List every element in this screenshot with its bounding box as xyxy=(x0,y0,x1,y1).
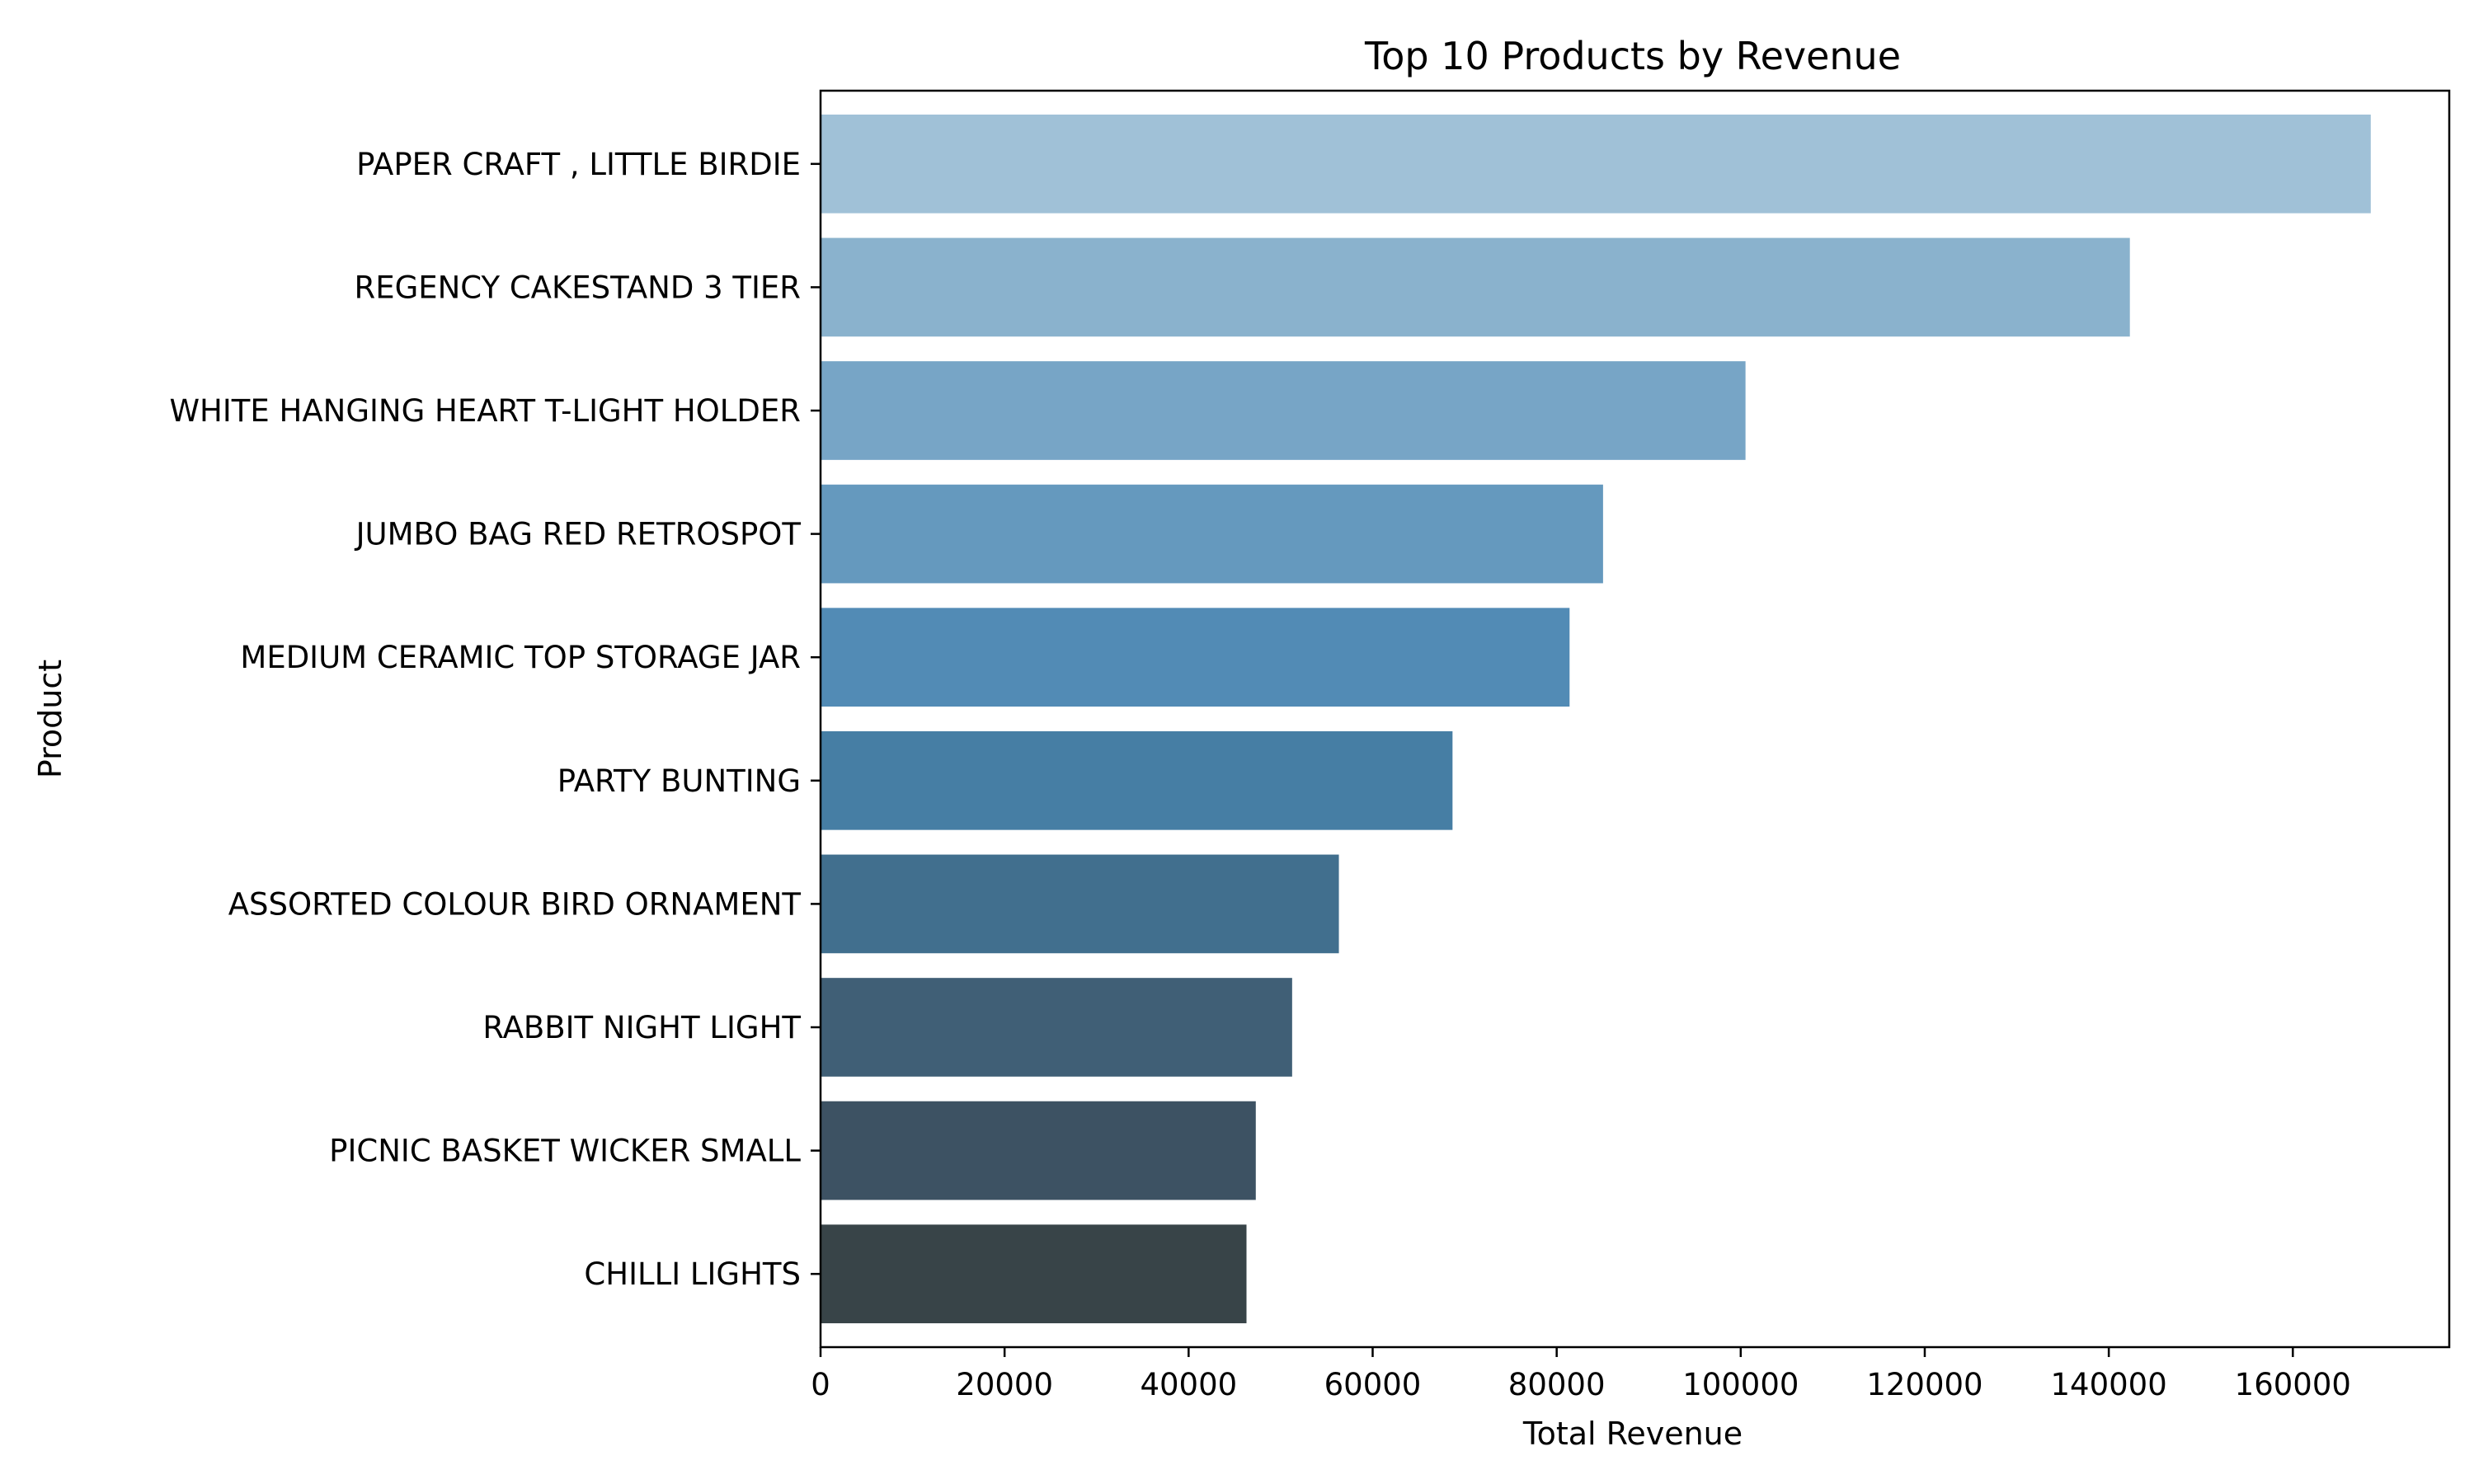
x-tick-label: 0 xyxy=(811,1367,830,1402)
x-axis-label: Total Revenue xyxy=(1522,1416,1743,1452)
y-tick-label: PARTY BUNTING xyxy=(557,763,801,799)
bar-5 xyxy=(821,608,1570,707)
bar-4 xyxy=(821,484,1603,584)
bar-8 xyxy=(821,978,1292,1077)
y-tick-label: CHILLI LIGHTS xyxy=(584,1256,801,1292)
y-tick-label: PICNIC BASKET WICKER SMALL xyxy=(329,1134,801,1169)
y-tick-label: JUMBO BAG RED RETROSPOT xyxy=(355,517,802,552)
x-tick-label: 160000 xyxy=(2235,1367,2351,1402)
x-tick-label: 100000 xyxy=(1682,1367,1799,1402)
bar-3 xyxy=(821,361,1746,460)
chart-title: Top 10 Products by Revenue xyxy=(1364,34,1901,78)
bar-6 xyxy=(821,730,1453,830)
x-tick-label: 120000 xyxy=(1866,1367,1982,1402)
x-tick-label: 40000 xyxy=(1140,1367,1237,1402)
y-tick-label: REGENCY CAKESTAND 3 TIER xyxy=(354,270,801,305)
bar-1 xyxy=(821,114,2371,214)
plot-frame xyxy=(819,89,2451,1349)
bars-group xyxy=(821,114,2371,1324)
y-tick-label: RABBIT NIGHT LIGHT xyxy=(482,1010,801,1045)
bar-9 xyxy=(821,1101,1256,1200)
x-tick-label: 20000 xyxy=(956,1367,1053,1402)
bar-2 xyxy=(821,237,2130,337)
bar-7 xyxy=(821,854,1339,954)
y-tick-label: MEDIUM CERAMIC TOP STORAGE JAR xyxy=(240,640,801,675)
y-tick-label: PAPER CRAFT , LITTLE BIRDIE xyxy=(356,147,801,182)
y-axis-ticks: PAPER CRAFT , LITTLE BIRDIE REGENCY CAKES… xyxy=(169,147,821,1292)
y-tick-label: ASSORTED COLOUR BIRD ORNAMENT xyxy=(228,886,802,922)
bar-10 xyxy=(821,1224,1247,1324)
y-tick-label: WHITE HANGING HEART T-LIGHT HOLDER xyxy=(169,393,801,429)
x-tick-label: 80000 xyxy=(1508,1367,1606,1402)
x-tick-label: 60000 xyxy=(1324,1367,1422,1402)
x-axis-ticks: 0 20000 40000 60000 80000 100000 120000 140000 1… xyxy=(811,1347,2351,1402)
x-tick-label: 140000 xyxy=(2051,1367,2167,1402)
y-axis-label: Product xyxy=(32,660,68,778)
